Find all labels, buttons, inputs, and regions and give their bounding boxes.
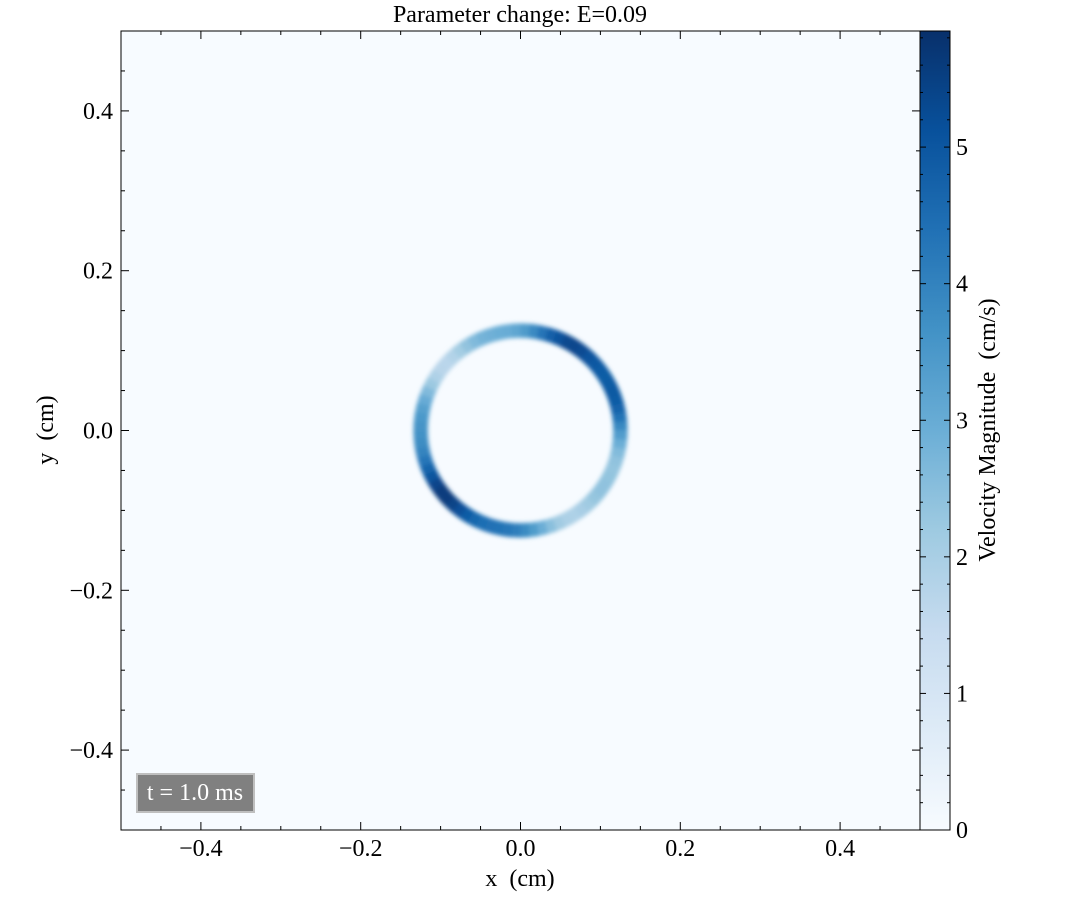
ring-segment (483, 517, 497, 535)
ring-segment (492, 325, 505, 342)
ring-segment (416, 393, 434, 407)
ring-segment (423, 469, 441, 485)
time-annotation-box (136, 773, 255, 813)
ring-segment (566, 337, 582, 355)
ring-segment (611, 411, 628, 423)
ring-segment (604, 461, 622, 476)
colorbar-tick-label: 0 (956, 818, 968, 844)
ring-segment (573, 501, 590, 519)
ring-segment (432, 361, 450, 378)
velocity-field-background (121, 31, 920, 830)
ring-segment (536, 324, 549, 341)
colorbar-frame (919, 30, 951, 831)
ring-segment (475, 514, 490, 532)
plot-area (121, 31, 920, 830)
ring-segment (459, 506, 475, 524)
ring-segment (451, 501, 468, 519)
ring-segment (423, 376, 441, 392)
ring-segment (596, 368, 614, 385)
ring-segment (492, 520, 505, 537)
chart-title: Parameter change: E=0.09 (393, 2, 647, 28)
ring-segment (427, 369, 445, 385)
ring-segment (600, 469, 618, 485)
colorbar-gradient (920, 31, 950, 830)
x-tick-label: −0.2 (339, 836, 383, 862)
colorbar-tick-label: 5 (956, 135, 968, 161)
colorbar-tick-label: 3 (956, 408, 968, 434)
velocity-ring-layer (413, 323, 628, 538)
ring-segment (600, 376, 618, 392)
x-axis-ticks: −0.4 −0.2 0.0 0.2 0.4 (160, 31, 881, 862)
ring-segment (559, 333, 575, 351)
x-tick-label: 0.0 (506, 836, 536, 862)
colorbar-tick-label: 2 (956, 545, 968, 571)
ring-segment (474, 329, 489, 347)
y-axis-label: y (cm) (33, 395, 59, 464)
ring-segment (610, 446, 627, 459)
ring-segment (573, 342, 590, 360)
ring-segment (544, 517, 558, 534)
y-tick-label: −0.2 (69, 578, 113, 604)
colorbar-tick-label: 4 (956, 272, 968, 298)
ring-segment (585, 489, 603, 507)
ring-segment (566, 506, 583, 524)
ring-segment (528, 323, 540, 340)
time-annotation-text: t = 1.0 ms (147, 780, 243, 806)
ring-segment (419, 462, 437, 477)
ring-segment (528, 521, 540, 538)
ring-segment (591, 361, 609, 378)
colorbar-tick-label: 1 (956, 681, 968, 707)
ring-segment (466, 333, 482, 351)
ring-segment (591, 483, 609, 500)
ring-segment (413, 411, 430, 423)
ring-segment (438, 490, 456, 507)
ring-segment (501, 521, 513, 538)
ring-segment (466, 510, 482, 528)
ring-segment (438, 354, 456, 372)
ring-segment (458, 337, 475, 355)
ring-segment (579, 348, 597, 366)
colorbar-ticks: 0 1 2 3 4 5 (920, 37, 968, 844)
y-axis-ticks: −0.4 −0.2 0.0 0.2 0.4 (69, 70, 920, 791)
time-annotation: t = 1.0 ms (136, 773, 255, 813)
ring-segment (585, 354, 603, 371)
ring-segment (607, 454, 625, 468)
ring-segment (551, 329, 566, 347)
ring-segment (444, 348, 461, 366)
ring-segment (609, 402, 626, 415)
colorbar-label: Velocity Magnitude (cm/s) (975, 298, 1001, 561)
x-tick-label: 0.2 (665, 836, 695, 862)
ring-segment (483, 327, 497, 344)
ring-segment (604, 384, 622, 399)
y-tick-label: 0.2 (83, 259, 113, 285)
x-axis-label: x (cm) (485, 866, 554, 892)
ring-segment (536, 519, 549, 536)
y-tick-label: −0.4 (69, 738, 113, 764)
y-tick-label: 0.4 (83, 99, 113, 125)
ring-segment (414, 402, 431, 415)
ring-segment (501, 323, 513, 340)
ring-segment (419, 385, 437, 400)
ring-segment (417, 454, 434, 468)
x-tick-label: 0.4 (825, 836, 855, 862)
ring-segment (415, 446, 432, 459)
ring-segment (544, 326, 558, 344)
ring-segment (444, 495, 462, 513)
ring-segment (596, 476, 614, 492)
ring-segment (559, 510, 575, 528)
ring-segment (451, 342, 468, 360)
colorbar: 0 1 2 3 4 5 Velocity Magnitude (cm/s) (919, 30, 1001, 844)
ring-segment (611, 438, 628, 450)
ring-segment (552, 514, 567, 532)
ring-segment (432, 483, 450, 500)
ring-segment (413, 438, 430, 450)
ring-segment (607, 393, 624, 407)
y-tick-label: 0.0 (83, 419, 113, 445)
x-tick-label: −0.4 (179, 836, 223, 862)
ring-segment (580, 495, 597, 513)
ring-segment (427, 476, 445, 493)
